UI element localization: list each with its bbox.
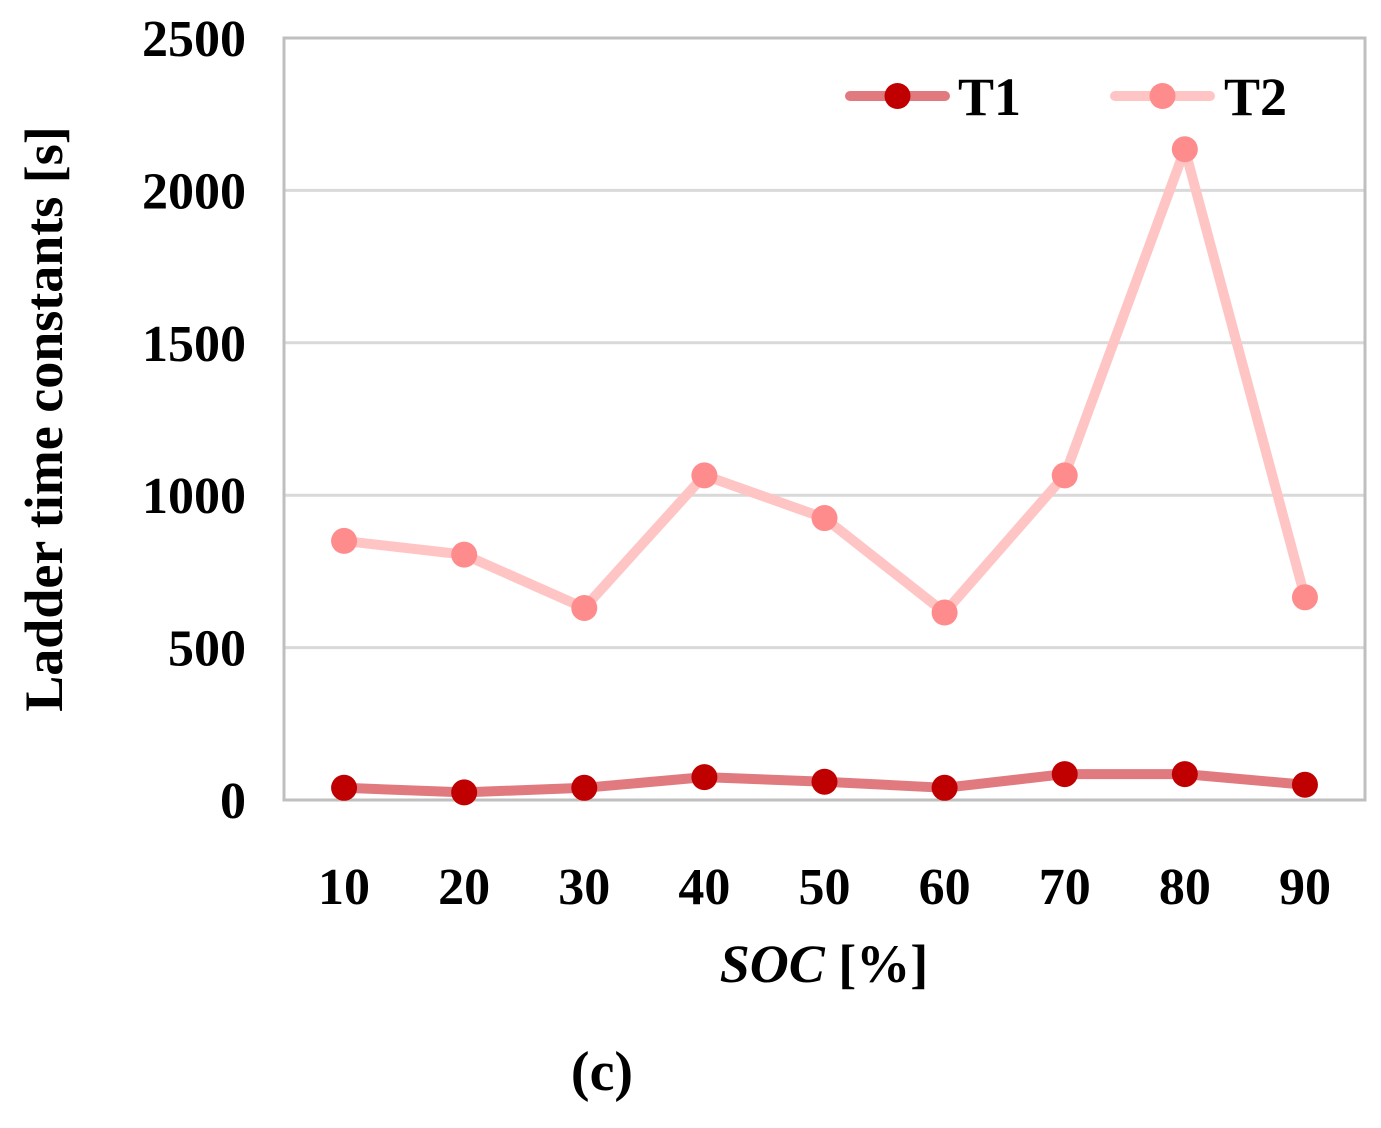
- figure-caption: (c): [571, 1041, 633, 1103]
- data-point-t2: [691, 462, 718, 489]
- x-axis-title-variable: SOC: [720, 934, 826, 994]
- series-t1: [331, 761, 1318, 806]
- y-tick-label: 500: [168, 621, 246, 678]
- y-tick-label: 0: [220, 773, 246, 830]
- data-point-t1: [331, 774, 358, 801]
- y-axis-ticks: 0 500 1000 1500 2000 2500: [142, 11, 246, 830]
- x-tick-label: 40: [678, 859, 730, 916]
- data-point-t2: [1171, 136, 1198, 163]
- x-tick-label: 50: [799, 859, 851, 916]
- data-point-t2: [1291, 584, 1318, 611]
- data-point-t1: [1051, 761, 1078, 788]
- x-tick-label: 70: [1039, 859, 1091, 916]
- grid-lines: [284, 36, 1365, 802]
- legend: T1 T2: [845, 67, 1287, 127]
- legend-label-t1: T1: [958, 67, 1021, 127]
- data-point-t1: [1171, 761, 1198, 788]
- data-point-t2: [1051, 462, 1078, 489]
- y-tick-label: 1000: [142, 468, 246, 525]
- legend-label-t2: T2: [1224, 67, 1287, 127]
- x-axis-ticks: 10 20 30 40 50 60 70 80 90: [318, 859, 1331, 916]
- x-axis-title: SOC [%]: [720, 934, 929, 994]
- plot-area-border: [282, 36, 1367, 802]
- y-tick-label: 2000: [142, 163, 246, 220]
- legend-item-t1: T1: [845, 67, 1021, 127]
- x-tick-label: 90: [1279, 859, 1331, 916]
- data-point-t1: [1291, 771, 1318, 798]
- data-point-t2: [931, 599, 958, 626]
- x-tick-label: 80: [1159, 859, 1211, 916]
- y-axis-title: Ladder time constants [s]: [14, 126, 74, 711]
- legend-marker-t2: [1149, 83, 1176, 109]
- x-tick-label: 30: [558, 859, 610, 916]
- series-line-t2: [339, 144, 1310, 618]
- data-point-t2: [571, 594, 598, 621]
- data-point-t1: [451, 779, 478, 806]
- legend-marker-t1: [884, 83, 911, 109]
- series-layer: [331, 136, 1318, 806]
- x-axis-title-unit: [%]: [825, 934, 928, 994]
- y-tick-label: 2500: [142, 11, 246, 68]
- x-tick-label: 60: [919, 859, 971, 916]
- series-t2: [331, 136, 1318, 626]
- data-point-t1: [571, 774, 598, 801]
- data-point-t1: [811, 768, 838, 795]
- y-tick-label: 1500: [142, 316, 246, 373]
- data-point-t1: [691, 764, 718, 791]
- x-tick-label: 20: [438, 859, 490, 916]
- data-point-t2: [451, 541, 478, 568]
- data-point-t1: [931, 774, 958, 801]
- data-point-t2: [331, 527, 358, 554]
- data-point-t2: [811, 505, 838, 532]
- x-tick-label: 10: [318, 859, 370, 916]
- legend-item-t2: T2: [1110, 67, 1287, 127]
